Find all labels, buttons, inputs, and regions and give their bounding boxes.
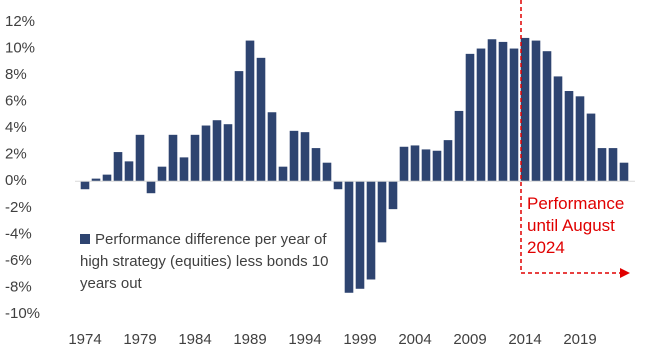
- bar: [564, 91, 574, 182]
- bar: [322, 162, 332, 182]
- bar: [487, 39, 497, 182]
- x-tick-label: 1979: [123, 331, 156, 348]
- x-tick-label: 2004: [398, 331, 431, 348]
- x-tick-label: 1994: [288, 331, 321, 348]
- bar: [190, 134, 200, 182]
- bar: [553, 76, 563, 182]
- bar: [377, 181, 387, 243]
- bar: [289, 130, 299, 182]
- y-tick-label: 12%: [5, 13, 35, 30]
- x-tick-label: 1999: [343, 331, 376, 348]
- bar: [212, 120, 222, 182]
- bar: [531, 40, 541, 182]
- bar: [476, 48, 486, 182]
- bar: [520, 37, 530, 182]
- bar: [575, 96, 585, 182]
- y-tick-label: -8%: [5, 278, 32, 295]
- bar: [157, 166, 167, 182]
- bar: [498, 41, 508, 182]
- bar: [91, 178, 101, 182]
- bar: [410, 145, 420, 182]
- bar: [245, 40, 255, 182]
- bar: [597, 148, 607, 182]
- x-tick-label: 1984: [178, 331, 211, 348]
- y-tick-label: -4%: [5, 225, 32, 242]
- x-tick-label: 2019: [563, 331, 596, 348]
- bar: [234, 71, 244, 182]
- bar: [80, 181, 90, 190]
- bar: [267, 112, 277, 182]
- bar: [146, 181, 156, 194]
- legend-label: Performance difference per year of high …: [80, 231, 329, 292]
- legend: Performance difference per year of high …: [80, 229, 350, 295]
- y-tick-label: 6%: [5, 93, 27, 110]
- bar: [366, 181, 376, 280]
- y-tick-label: 0%: [5, 172, 27, 189]
- y-tick-label: -6%: [5, 252, 32, 269]
- bar: [443, 140, 453, 182]
- bar: [135, 134, 145, 182]
- bar: [432, 150, 442, 182]
- bar: [124, 161, 134, 182]
- bar: [465, 53, 475, 182]
- bar: [168, 134, 178, 182]
- y-tick-label: 4%: [5, 119, 27, 136]
- bar: [542, 51, 552, 182]
- bar: [608, 148, 618, 182]
- bar: [300, 132, 310, 182]
- bar: [102, 174, 112, 182]
- bar: [333, 181, 343, 190]
- y-tick-label: 2%: [5, 146, 27, 163]
- annotation-arrow: [620, 268, 630, 278]
- bar: [278, 166, 288, 182]
- bar: [311, 148, 321, 182]
- y-tick-label: -2%: [5, 199, 32, 216]
- y-tick-label: -10%: [5, 305, 40, 322]
- bar: [355, 181, 365, 289]
- bar: [509, 48, 519, 182]
- y-tick-label: 8%: [5, 66, 27, 83]
- bar: [399, 146, 409, 182]
- legend-swatch: [80, 234, 90, 244]
- y-tick-label: 10%: [5, 40, 35, 57]
- bar: [421, 149, 431, 182]
- x-tick-label: 1974: [68, 331, 101, 348]
- bar: [388, 181, 398, 210]
- bar: [344, 181, 354, 293]
- bar: [256, 57, 266, 182]
- bar: [113, 152, 123, 182]
- bar: [586, 113, 596, 182]
- bar: [201, 125, 211, 182]
- bar: [619, 162, 629, 182]
- bar: [223, 124, 233, 182]
- bar: [454, 110, 464, 182]
- x-tick-label: 2009: [453, 331, 486, 348]
- bar: [179, 157, 189, 182]
- x-tick-label: 2014: [508, 331, 541, 348]
- annotation: Performance until August 2024: [527, 194, 625, 257]
- x-tick-label: 1989: [233, 331, 266, 348]
